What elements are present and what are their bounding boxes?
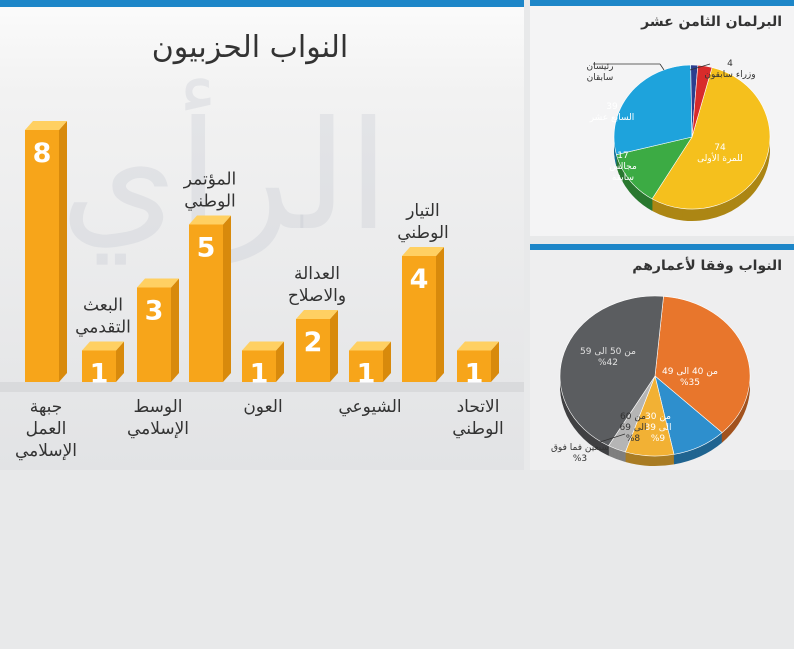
bar-front xyxy=(349,350,383,382)
bar-side xyxy=(383,341,391,382)
pie-label: رئيسان سابقان xyxy=(587,62,614,83)
bar-top xyxy=(25,121,67,130)
bar-top xyxy=(189,215,231,225)
bar-value-label: 1 xyxy=(357,359,376,390)
bar-top xyxy=(137,278,179,288)
category-label: البعث التقدمي xyxy=(75,296,131,338)
bar-side xyxy=(171,278,179,382)
bar-front xyxy=(242,350,276,382)
pie-label: من 40 الى 49 %35 xyxy=(662,367,718,388)
bar-front xyxy=(457,350,491,382)
bar-front xyxy=(137,287,171,382)
party-deputies-panel: الرأي النواب الحزبيون 8 جبهة العمل الإسلامي… xyxy=(0,0,524,470)
pie-label: سبعين فما فوق %3 xyxy=(551,443,609,464)
category-label: الشيوعي xyxy=(338,397,401,417)
bar-value-label: 1 xyxy=(90,359,109,390)
bar: 3 xyxy=(137,278,179,382)
party-bar-chart: 8 جبهة العمل الإسلامي 1 البعث التقدمي 3 الوسط الإ… xyxy=(0,121,524,461)
bar-front xyxy=(25,130,59,382)
age-pie-title: النواب وفقا لأعمارهم xyxy=(632,258,782,274)
bar-value-label: 4 xyxy=(410,264,429,295)
parliament-pie-title: البرلمان الثامن عشر xyxy=(641,14,782,30)
bar-top xyxy=(402,247,444,256)
category-label: المؤتمر الوطني xyxy=(183,170,236,212)
bar: 1 xyxy=(82,341,124,390)
bar: 1 xyxy=(349,341,391,390)
bar: 2 xyxy=(296,310,338,382)
bar-front xyxy=(402,256,436,382)
bar-side xyxy=(59,121,67,382)
bar: 8 xyxy=(25,121,67,382)
bar-side xyxy=(116,341,124,382)
category-label: الوسط الإسلامي xyxy=(127,397,189,439)
pie-label: 74 للمرة الأولى xyxy=(697,143,743,164)
bar-top xyxy=(457,341,499,351)
category-label: التيار الوطني xyxy=(397,201,449,243)
parliament-pie-chart: 74 للمرة الأولى 17 مجالس سابقة 39 السابع عشر رئ… xyxy=(587,59,771,221)
pie-label: 17 مجالس سابقة xyxy=(609,151,637,183)
bar: 1 xyxy=(457,341,499,390)
category-label: جبهة العمل الإسلامي xyxy=(15,397,77,461)
bar-top xyxy=(82,341,124,351)
bar-top xyxy=(242,341,284,351)
leader-line xyxy=(659,63,665,71)
panel-accent-bar xyxy=(530,244,794,250)
pie-label: من 50 الى 59 %42 xyxy=(580,347,636,368)
panel-accent-bar xyxy=(530,0,794,6)
category-label: العدالة والاصلاح xyxy=(288,264,346,306)
chart-title: النواب الحزبيون xyxy=(151,30,349,65)
bar: 4 xyxy=(402,247,444,382)
age-panel: الرأي النواب وفقا لأعمارهم من 40 الى 49%… xyxy=(530,244,794,470)
age-pie-chart: من 40 الى 49 %35 من 30 الى 39 %9من 60 الى 69%… xyxy=(551,295,751,466)
pie-label: 4 وزراء سابقون xyxy=(704,59,755,80)
bar-side xyxy=(330,310,338,382)
leader-line xyxy=(689,63,711,71)
pie-slice xyxy=(654,296,751,434)
bar-front xyxy=(189,224,223,382)
bar-side xyxy=(223,215,231,382)
bar-side xyxy=(276,341,284,382)
bar-value-label: 3 xyxy=(145,296,164,327)
pie-label: من 30 الى 39 %9 xyxy=(644,412,671,444)
pie-label: من 60 الى 69 %8 xyxy=(619,412,646,444)
leader-line xyxy=(599,433,626,443)
bar-value-label: 2 xyxy=(304,327,323,358)
pie-slice xyxy=(613,64,693,156)
category-label: العون xyxy=(243,397,282,417)
bar-side xyxy=(491,341,499,382)
bar-side xyxy=(436,247,444,382)
bar-top xyxy=(349,341,391,351)
pie-slice xyxy=(651,67,771,210)
bar: 5 xyxy=(189,215,231,382)
bar-value-label: 1 xyxy=(465,359,484,390)
bar-value-label: 5 xyxy=(197,233,216,264)
bar-value-label: 1 xyxy=(250,359,269,390)
floor-band xyxy=(0,382,524,392)
bar-top xyxy=(296,310,338,319)
bar: 1 xyxy=(242,341,284,390)
pie-slice xyxy=(559,295,664,447)
parliament-panel: البرلمان الثامن عشر 74 للمرة الأولى 17 مجال… xyxy=(530,0,794,236)
category-label: الاتحاد الوطني xyxy=(452,397,504,439)
bar-front xyxy=(296,319,330,382)
bar-front xyxy=(82,350,116,382)
pie-label: 39 السابع عشر xyxy=(589,102,635,123)
pie-slice xyxy=(691,64,713,138)
pie-slice xyxy=(616,136,693,200)
bar-value-label: 8 xyxy=(33,138,52,169)
top-accent-bar xyxy=(0,0,524,7)
